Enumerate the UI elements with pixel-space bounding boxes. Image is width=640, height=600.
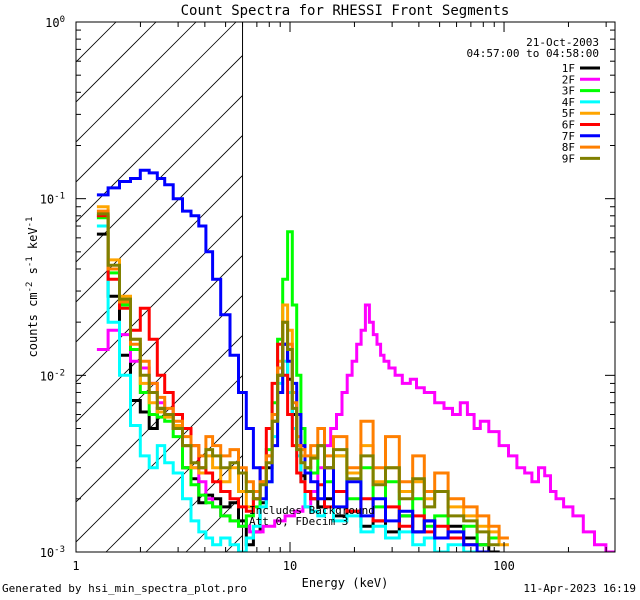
axes: 1 10 100 10-3 10-2 10-1 100 bbox=[40, 15, 615, 573]
legend-label-7F: 7F bbox=[562, 130, 575, 143]
y-tick-label: 100 bbox=[45, 15, 65, 30]
y-tick-label: 10-1 bbox=[40, 192, 65, 207]
hatch-pattern bbox=[76, 22, 243, 552]
legend-label-3F: 3F bbox=[562, 85, 575, 98]
legend-label-9F: 9F bbox=[562, 152, 575, 165]
info-time-range: 04:57:00 to 04:58:00 bbox=[467, 47, 599, 60]
annotation-attenuator: Att 0, FDecim 3 bbox=[249, 515, 348, 528]
series-line-9F bbox=[96, 212, 500, 547]
x-axis-label: Energy (keV) bbox=[302, 576, 389, 590]
legend-label-2F: 2F bbox=[562, 73, 575, 86]
x-tick-label: 100 bbox=[493, 559, 515, 573]
x-tick-label: 1 bbox=[72, 559, 79, 573]
series-line-2F bbox=[96, 303, 615, 552]
plot-frame bbox=[75, 21, 616, 553]
series-line-4F bbox=[96, 224, 478, 552]
y-axis-label: counts cm-2 s-1 keV-1 bbox=[25, 217, 40, 358]
background-hatch-region bbox=[76, 22, 244, 552]
legend-label-1F: 1F bbox=[562, 62, 575, 75]
legend-label-5F: 5F bbox=[562, 107, 575, 120]
series-layer bbox=[96, 168, 615, 552]
chart-title: Count Spectra for RHESSI Front Segments bbox=[181, 3, 510, 19]
x-tick-label: 10 bbox=[283, 559, 297, 573]
info-date: 21-Oct-2003 bbox=[526, 36, 599, 49]
y-tick-label: 10-2 bbox=[40, 368, 65, 383]
footer-date: 11-Apr-2023 16:19 bbox=[523, 582, 636, 595]
legend-label-4F: 4F bbox=[562, 96, 575, 109]
y-tick-label: 10-3 bbox=[40, 545, 65, 560]
legend-label-8F: 8F bbox=[562, 141, 575, 154]
annotation-background: Includes Background bbox=[249, 504, 375, 517]
hatch-lines bbox=[76, 22, 243, 552]
legend-label-6F: 6F bbox=[562, 119, 575, 132]
series-line-6F bbox=[96, 214, 478, 547]
footer-generated-by: Generated by hsi_min_spectra_plot.pro bbox=[2, 582, 248, 595]
